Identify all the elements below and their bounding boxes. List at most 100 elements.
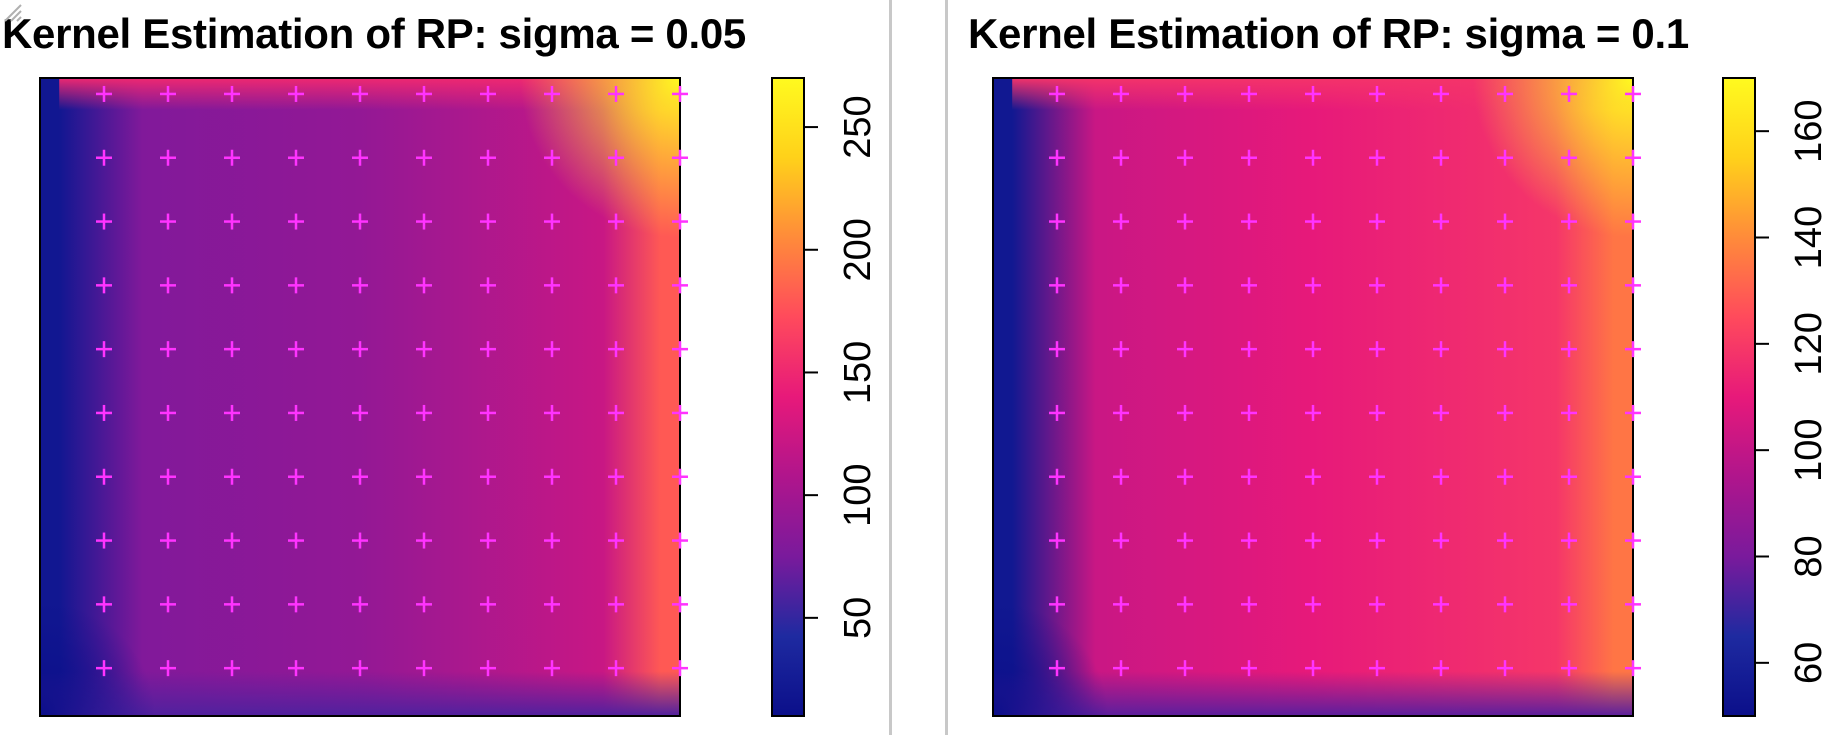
data-point: [1113, 213, 1129, 230]
chart-title: Kernel Estimation of RP: sigma = 0.1: [968, 10, 1689, 57]
colorbar-tick-label: 140: [1788, 206, 1830, 269]
data-point: [672, 660, 688, 677]
data-point: [1369, 277, 1385, 294]
data-point: [1305, 404, 1321, 421]
data-point: [672, 468, 688, 485]
data-point: [1625, 404, 1641, 421]
data-point: [1241, 149, 1257, 166]
data-point: [1241, 468, 1257, 485]
plot-frame: [992, 77, 1634, 717]
data-point: [1305, 532, 1321, 549]
data-point: [96, 213, 112, 230]
data-point: [160, 596, 176, 613]
data-point: [608, 277, 624, 294]
data-point: [96, 277, 112, 294]
data-point: [1625, 596, 1641, 613]
data-point: [544, 85, 560, 102]
data-point: [1305, 660, 1321, 677]
data-point: [544, 341, 560, 358]
data-point: [1497, 468, 1513, 485]
data-point: [96, 149, 112, 166]
data-point: [1049, 404, 1065, 421]
colorbar-tick-label: 200: [837, 218, 879, 281]
data-point: [1113, 85, 1129, 102]
data-point: [416, 277, 432, 294]
data-point: [96, 532, 112, 549]
data-point: [1497, 85, 1513, 102]
data-point: [1305, 213, 1321, 230]
data-point: [544, 660, 560, 677]
heatmap-corner-low: [993, 78, 1633, 716]
data-point: [1241, 213, 1257, 230]
data-point: [160, 660, 176, 677]
data-point: [160, 85, 176, 102]
data-point: [1561, 85, 1577, 102]
data-point: [288, 660, 304, 677]
data-point: [1433, 404, 1449, 421]
data-point: [1049, 468, 1065, 485]
data-point: [1049, 532, 1065, 549]
data-point: [416, 85, 432, 102]
data-point: [288, 468, 304, 485]
data-point: [1177, 468, 1193, 485]
data-point: [544, 404, 560, 421]
data-point: [672, 149, 688, 166]
data-point: [672, 404, 688, 421]
data-point: [352, 468, 368, 485]
data-point: [224, 660, 240, 677]
data-point: [224, 341, 240, 358]
data-point: [224, 149, 240, 166]
data-point: [160, 213, 176, 230]
data-point: [480, 404, 496, 421]
data-point: [1497, 660, 1513, 677]
data-point: [1433, 341, 1449, 358]
data-point: [160, 149, 176, 166]
data-point: [96, 404, 112, 421]
heatmap-0-svg: 50 100 150 200 250: [39, 77, 879, 717]
data-point: [1049, 341, 1065, 358]
data-point: [96, 85, 112, 102]
data-point: [1561, 213, 1577, 230]
data-point: [672, 341, 688, 358]
data-point: [608, 341, 624, 358]
heatmap-corner-low: [40, 78, 680, 716]
resize-grip-icon[interactable]: [0, 0, 22, 22]
data-point: [1369, 341, 1385, 358]
colorbar: [771, 77, 805, 717]
data-point: [1369, 85, 1385, 102]
data-point: [544, 149, 560, 166]
data-point: [608, 404, 624, 421]
data-point: [224, 532, 240, 549]
data-point: [544, 277, 560, 294]
panel-divider: [892, 0, 945, 735]
data-point: [1433, 85, 1449, 102]
data-point: [544, 468, 560, 485]
colorbar-tick-label: 120: [1788, 312, 1830, 375]
colorbar-tick-label: 150: [837, 341, 879, 404]
data-point: [608, 213, 624, 230]
data-point: [1625, 277, 1641, 294]
data-point: [416, 213, 432, 230]
data-point: [1497, 532, 1513, 549]
data-point: [1369, 468, 1385, 485]
data-point: [1241, 660, 1257, 677]
data-point: [1113, 341, 1129, 358]
data-point: [288, 277, 304, 294]
data-point: [1433, 596, 1449, 613]
data-point: [1433, 277, 1449, 294]
data-point: [288, 149, 304, 166]
data-point: [352, 404, 368, 421]
data-point: [608, 596, 624, 613]
data-point: [224, 277, 240, 294]
colorbar-tick-label: 250: [837, 95, 879, 158]
data-point: [1561, 532, 1577, 549]
data-point: [1049, 660, 1065, 677]
data-point: [1305, 468, 1321, 485]
data-point: [288, 341, 304, 358]
data-point: [1241, 596, 1257, 613]
data-point: [352, 660, 368, 677]
data-point: [224, 468, 240, 485]
right-plot-panel: Kernel Estimation of RP: sigma = 0.1 60 8…: [945, 0, 1833, 735]
data-point: [608, 468, 624, 485]
data-point: [1177, 532, 1193, 549]
